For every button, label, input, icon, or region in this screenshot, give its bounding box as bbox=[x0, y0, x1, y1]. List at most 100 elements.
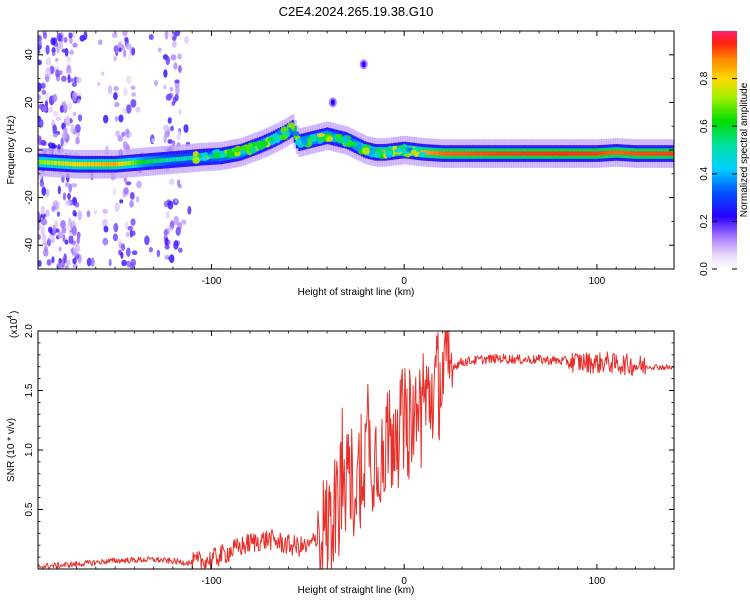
spectrogram-noise-cell bbox=[169, 87, 174, 92]
spectrogram-noise-cell bbox=[68, 77, 75, 83]
spectrogram-noise-cell bbox=[122, 87, 128, 97]
spectrogram-noise-cell bbox=[59, 104, 65, 113]
spectrogram-noise-cell bbox=[69, 37, 73, 45]
spectrogram-noise-cell bbox=[64, 265, 70, 269]
spectrogram-noise-cell bbox=[151, 138, 155, 143]
spectrogram-blob bbox=[405, 147, 412, 153]
spectrogram-noise-cell bbox=[168, 31, 174, 38]
spectrogram-core-cell bbox=[168, 157, 173, 162]
spectrogram-core-cell bbox=[642, 151, 647, 156]
spectrogram-core-cell bbox=[90, 162, 94, 167]
spectrogram-noise-cell bbox=[127, 225, 133, 231]
spectrogram-noise-cell bbox=[46, 259, 52, 266]
spectrogram-core-cell bbox=[122, 161, 126, 166]
spectrogram-core-cell bbox=[594, 151, 598, 156]
spectrogram-core-cell bbox=[481, 151, 485, 156]
spectrogram-core-cell bbox=[457, 151, 462, 156]
spectrogram-noise-cell bbox=[40, 139, 47, 146]
spectrogram-noise-cell bbox=[77, 98, 81, 104]
spectrogram-noise-cell bbox=[41, 219, 48, 226]
spectrogram-noise-cell bbox=[187, 206, 192, 215]
spectrogram-core-cell bbox=[573, 151, 577, 156]
spectrogram-outlier bbox=[361, 61, 366, 68]
snr-multiplier-exp: 4 bbox=[7, 315, 14, 319]
spectrogram-core-cell bbox=[76, 162, 80, 167]
spectrogram-core-cell bbox=[527, 151, 531, 156]
spectrogram-noise-cell bbox=[135, 196, 140, 203]
snr-xtick-label: -100 bbox=[201, 576, 221, 587]
spectrogram-core-cell bbox=[124, 161, 129, 166]
spectrogram-core-cell bbox=[455, 151, 459, 156]
spectrogram-noise-cell bbox=[131, 92, 137, 97]
spectrogram-blob bbox=[226, 148, 232, 154]
spectrogram-core-cell bbox=[43, 160, 48, 165]
spectrogram-noise-cell bbox=[170, 54, 177, 61]
spectrogram-core-cell bbox=[69, 161, 73, 167]
spectrogram-core-cell bbox=[543, 151, 547, 156]
spectrogram-xtick-label: 0 bbox=[401, 276, 407, 287]
spectrogram-blob bbox=[394, 148, 403, 153]
spectrogram-noise-cell bbox=[38, 222, 41, 231]
spectrogram-core-cell bbox=[141, 159, 145, 165]
spectrogram-noise-cell bbox=[42, 32, 48, 39]
spectrogram-core-cell bbox=[575, 151, 580, 156]
snr-ytick-label: 1.0 bbox=[24, 443, 35, 457]
spectrogram-core-cell bbox=[555, 151, 559, 156]
spectrogram-noise-cell bbox=[51, 142, 56, 150]
spectrogram-core-cell bbox=[148, 159, 152, 164]
spectrogram-noise-cell bbox=[74, 201, 80, 208]
spectrogram-noise-cell bbox=[72, 91, 78, 102]
spectrogram-noise-cell bbox=[68, 217, 72, 227]
snr-data bbox=[38, 331, 674, 569]
spectrogram-core-cell bbox=[629, 151, 633, 156]
spectrogram-core-cell bbox=[518, 151, 522, 156]
spectrogram-noise-cell bbox=[167, 200, 174, 210]
spectrogram-noise-cell bbox=[71, 183, 78, 188]
spectrogram-noise-cell bbox=[60, 219, 66, 229]
spectrogram-noise-cell bbox=[174, 79, 180, 84]
colorbar-tick-label: 0.4 bbox=[699, 166, 710, 180]
spectrogram-noise-cell bbox=[118, 114, 124, 123]
spectrogram-noise-cell bbox=[103, 225, 109, 233]
spectrogram-core-cell bbox=[578, 151, 582, 156]
spectrogram-noise-cell bbox=[77, 210, 83, 221]
spectrogram-blob bbox=[343, 135, 349, 143]
spectrogram-core-cell bbox=[425, 150, 429, 155]
spectrogram-core-cell bbox=[53, 160, 57, 166]
spectrogram-noise-cell bbox=[157, 47, 162, 53]
spectrogram-noise-cell bbox=[62, 192, 67, 201]
spectrogram-noise-cell bbox=[72, 111, 77, 117]
spectrogram-core-cell bbox=[580, 151, 584, 156]
spectrogram-noise-cell bbox=[114, 116, 119, 122]
spectrogram-noise-cell bbox=[51, 52, 56, 57]
chart-title: C2E4.2024.265.19.38.G10 bbox=[279, 4, 434, 19]
spectrogram-noise-cell bbox=[52, 224, 56, 235]
spectrogram-noise-cell bbox=[131, 250, 138, 256]
spectrogram-noise-cell bbox=[58, 41, 64, 50]
spectrogram-core-cell bbox=[39, 159, 43, 165]
spectrogram-core-cell bbox=[515, 151, 519, 156]
spectrogram-noise-cell bbox=[171, 40, 177, 48]
spectrogram-ytick-label: 0 bbox=[24, 147, 35, 153]
spectrogram-core-cell bbox=[529, 151, 533, 156]
spectrogram-core-cell bbox=[605, 150, 610, 156]
spectrogram-noise-cell bbox=[175, 226, 181, 236]
spectrogram-core-cell bbox=[635, 151, 640, 156]
spectrogram-noise-cell bbox=[124, 221, 129, 229]
spectrogram-core-cell bbox=[668, 151, 672, 156]
spectrogram-noise-cell bbox=[65, 181, 69, 188]
spectrogram-core-cell bbox=[652, 151, 656, 156]
spectrogram-blob bbox=[212, 152, 221, 158]
spectrogram-noise-cell bbox=[38, 41, 42, 46]
spectrogram-core-cell bbox=[610, 150, 614, 155]
spectrogram-noise-cell bbox=[102, 114, 109, 124]
snr-ytick-label: 2.0 bbox=[24, 324, 35, 338]
spectrogram-noise-cell bbox=[63, 253, 67, 264]
spectrogram-core-cell bbox=[469, 151, 473, 156]
spectrogram-noise-cell bbox=[101, 218, 108, 228]
spectrogram-noise-cell bbox=[114, 202, 120, 212]
colorbar-tick-label: 0.0 bbox=[699, 262, 710, 276]
spectrogram-core-cell bbox=[152, 158, 156, 164]
spectrogram-core-cell bbox=[224, 153, 228, 158]
spectrogram-noise-cell bbox=[129, 200, 134, 208]
